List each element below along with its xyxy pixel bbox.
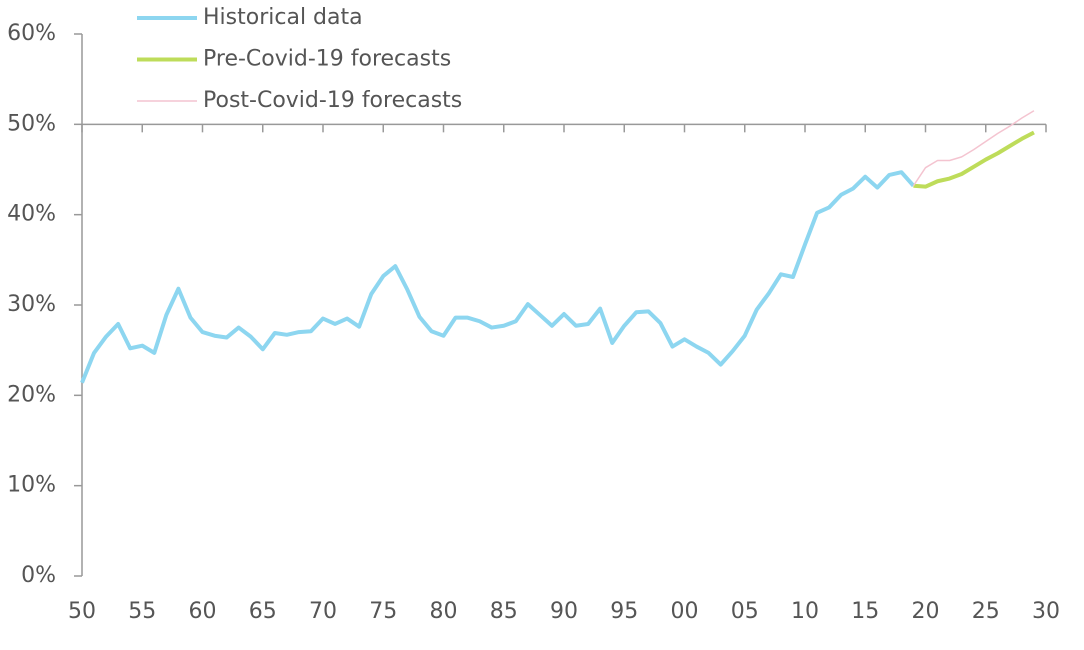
x-tick-label: 30 [1032, 599, 1060, 624]
x-tick-label: 55 [128, 599, 156, 624]
series-line [912, 110, 1035, 187]
x-tick-label: 25 [972, 599, 1000, 624]
x-tick-label: 05 [731, 599, 759, 624]
y-tick-label: 10% [7, 473, 56, 498]
legend-label: Historical data [203, 5, 363, 30]
y-tick-label: 20% [7, 382, 56, 407]
y-tick-label: 60% [7, 21, 56, 46]
series-line [80, 170, 915, 384]
y-tick-label: 30% [7, 292, 56, 317]
x-tick-label: 20 [912, 599, 940, 624]
y-tick-label: 0% [21, 563, 56, 588]
legend-label: Post-Covid-19 forecasts [203, 88, 462, 113]
x-tick-label: 65 [249, 599, 277, 624]
legend-label: Pre-Covid-19 forecasts [203, 47, 451, 72]
x-tick-label: 00 [671, 599, 699, 624]
x-tick-label: 95 [610, 599, 638, 624]
series-line [913, 130, 1035, 189]
x-tick-label: 50 [68, 599, 96, 624]
x-tick-label: 75 [369, 599, 397, 624]
y-tick-label: 40% [7, 202, 56, 227]
x-tick-label: 80 [430, 599, 458, 624]
y-tick-label: 50% [7, 111, 56, 136]
x-tick-label: 70 [309, 599, 337, 624]
x-tick-label: 60 [189, 599, 217, 624]
x-tick-label: 90 [550, 599, 578, 624]
x-tick-label: 15 [851, 599, 879, 624]
x-tick-label: 85 [490, 599, 518, 624]
x-tick-label: 10 [791, 599, 819, 624]
